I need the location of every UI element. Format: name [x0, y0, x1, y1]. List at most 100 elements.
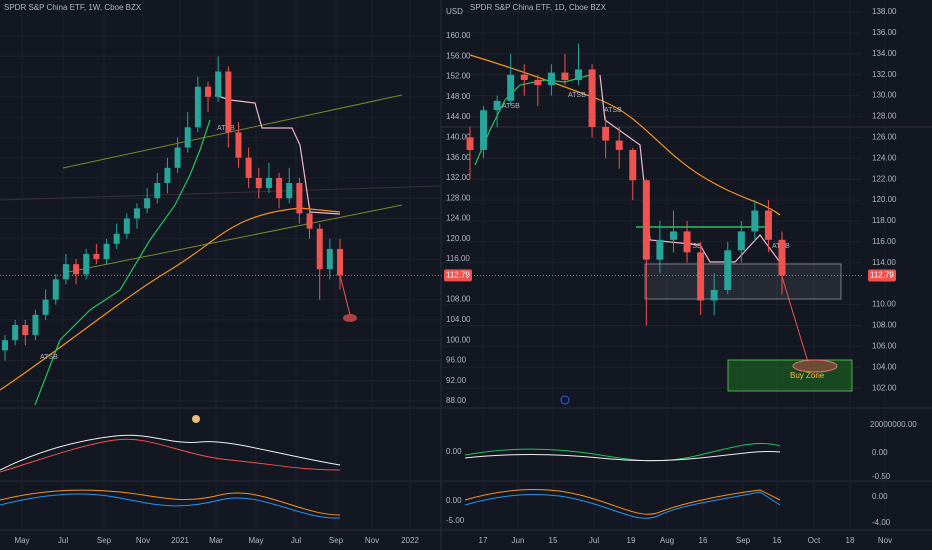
osc-tick: -4.00 [872, 518, 891, 527]
oscillator-line [464, 491, 781, 519]
x-tick-label: May [14, 536, 29, 545]
candle-body [575, 69, 583, 80]
x-tick-label: Jul [291, 536, 301, 545]
y-tick-label: 124.00 [872, 153, 897, 162]
osc-tick: 20000000.00 [870, 420, 917, 429]
candle-body [724, 250, 732, 290]
y-tick-label: 114.00 [872, 258, 896, 267]
channel-line [62, 204, 403, 274]
x-tick-label: Sep [736, 536, 751, 545]
candle-body [12, 324, 19, 341]
supertrend [214, 94, 341, 215]
y-tick-label: 116.00 [446, 254, 470, 263]
candle-body [73, 264, 80, 275]
candle-body [697, 252, 705, 301]
annotation: ATSB [568, 92, 586, 99]
candle-body [326, 248, 333, 270]
y-tick-label: 120.00 [446, 234, 471, 243]
candle-body [255, 177, 262, 189]
x-tick-label: Nov [136, 536, 150, 545]
candle-body [296, 183, 303, 214]
chart-title: SPDR S&P China ETF, 1D, Cboe BZX [470, 3, 607, 12]
candle-body [286, 183, 293, 199]
y-tick-label: 156.00 [446, 51, 471, 60]
trend-line [0, 185, 442, 201]
price-label-box [868, 269, 896, 282]
y-tick-label: 140.00 [446, 133, 471, 142]
x-tick-label: Jul [58, 536, 68, 545]
oscillator-line [0, 438, 341, 473]
chart-title: SPDR S&P China ETF, 1W, Cboe BZX [4, 3, 142, 12]
candle-body [83, 254, 90, 275]
y-tick-label: 124.00 [446, 214, 471, 223]
buy-zone-box [727, 359, 853, 392]
candle-body [466, 137, 474, 150]
candle-body [123, 218, 130, 234]
x-tick-label: Nov [365, 536, 379, 545]
candle-body [493, 100, 501, 111]
osc-tick: 0.00 [872, 492, 888, 501]
candle-body [215, 71, 222, 97]
event-marker [192, 415, 200, 423]
x-tick-label: 2021 [171, 536, 189, 545]
channel-line [62, 94, 403, 169]
candle-body [547, 72, 555, 86]
candle-body [561, 72, 569, 80]
osc-tick: 0.00 [446, 496, 462, 505]
x-tick-label: 16 [773, 536, 782, 545]
candle-body [778, 239, 786, 276]
supertrend [34, 119, 211, 406]
arrow [339, 274, 351, 316]
candle-body [534, 79, 542, 86]
y-tick-label: 132.00 [446, 173, 471, 182]
target [792, 359, 838, 373]
osc-tick: -0.50 [872, 472, 891, 481]
x-tick-label: Jul [589, 536, 599, 545]
candle-body [93, 254, 100, 260]
candle-body [629, 149, 637, 181]
y-tick-label: 130.00 [872, 91, 897, 100]
candle-body [276, 177, 283, 199]
candle-body [642, 180, 650, 260]
y-tick-label: 102.00 [872, 383, 897, 392]
x-tick-label: Aug [660, 536, 674, 545]
y-tick-label: 136.00 [446, 153, 471, 162]
price-label: 112.79 [446, 270, 470, 279]
annotation: ATSB [604, 107, 622, 114]
axis-unit: USD [446, 7, 463, 16]
candle-body [164, 167, 171, 184]
y-tick-label: 92.00 [446, 376, 467, 385]
y-tick-label: 122.00 [872, 174, 897, 183]
oscillator-line [0, 493, 341, 519]
x-tick-label: Nov [878, 536, 892, 545]
candle-body [683, 231, 691, 253]
candle-body [103, 243, 110, 260]
candle-body [2, 340, 8, 351]
oscillator-line [464, 489, 781, 515]
x-tick-label: 18 [846, 536, 855, 545]
event-marker [560, 395, 570, 405]
y-tick-label: 148.00 [446, 92, 471, 101]
x-tick-label: 17 [479, 536, 488, 545]
y-tick-label: 110.00 [872, 300, 896, 309]
candle-body [245, 157, 252, 178]
candle-body [507, 74, 515, 101]
candle-body [737, 231, 745, 251]
y-tick-label: 118.00 [872, 216, 896, 225]
annotation: ATSB [684, 243, 702, 250]
x-tick-label: Sep [329, 536, 344, 545]
candle-body [144, 198, 151, 209]
y-tick-label: 104.00 [872, 362, 897, 371]
grid [0, 0, 886, 530]
y-tick-label: 96.00 [446, 356, 467, 365]
y-tick-label: 136.00 [872, 28, 897, 37]
candle-body [265, 177, 272, 189]
candle-body [602, 126, 610, 141]
y-tick-label: 88.00 [446, 396, 467, 405]
x-tick-label: Sep [97, 536, 112, 545]
arrow [779, 269, 809, 363]
x-tick-label: 2022 [401, 536, 419, 545]
annotation: ATSB [40, 354, 58, 361]
y-tick-label: 100.00 [446, 335, 471, 344]
candle-body [751, 210, 759, 232]
